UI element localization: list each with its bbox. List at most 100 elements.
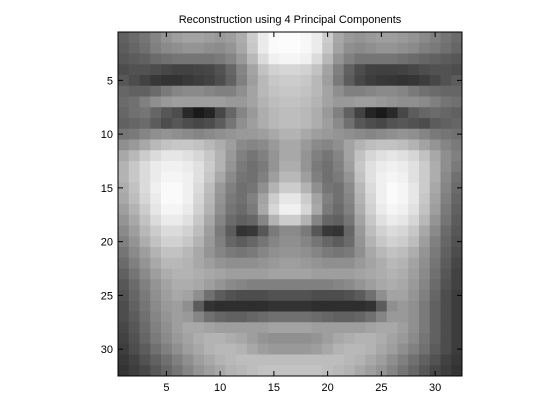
heatmap-cell xyxy=(225,64,237,76)
heatmap-cell xyxy=(236,333,248,345)
heatmap-cell xyxy=(268,236,280,248)
heatmap-cell xyxy=(311,42,323,54)
heatmap-cell xyxy=(290,300,302,312)
heatmap-cell xyxy=(150,300,162,312)
heatmap-cell xyxy=(225,32,237,44)
heatmap-cell xyxy=(376,150,388,162)
heatmap-cell xyxy=(236,64,248,76)
heatmap-cell xyxy=(257,75,269,87)
heatmap-cell xyxy=(139,343,151,355)
heatmap-cell xyxy=(257,85,269,97)
heatmap-cell xyxy=(128,225,140,237)
heatmap-cell xyxy=(236,107,248,119)
axes-frame xyxy=(117,31,463,377)
heatmap-image xyxy=(118,32,463,377)
heatmap-cell xyxy=(333,75,345,87)
heatmap-cell xyxy=(386,161,398,173)
heatmap-cell xyxy=(397,139,409,151)
heatmap-cell xyxy=(311,64,323,76)
heatmap-cell xyxy=(204,204,216,216)
heatmap-cell xyxy=(236,182,248,194)
heatmap-cell xyxy=(161,118,173,130)
heatmap-cell xyxy=(386,225,398,237)
heatmap-cell xyxy=(397,236,409,248)
heatmap-cell xyxy=(300,268,312,280)
heatmap-cell xyxy=(225,236,237,248)
heatmap-cell xyxy=(408,150,420,162)
heatmap-cell xyxy=(182,85,194,97)
heatmap-cell xyxy=(161,290,173,302)
heatmap-cell xyxy=(343,171,355,183)
heatmap-cell xyxy=(161,193,173,205)
heatmap-cell xyxy=(279,279,291,291)
heatmap-cell xyxy=(279,96,291,108)
heatmap-cell xyxy=(397,42,409,54)
heatmap-cell xyxy=(365,268,377,280)
heatmap-cell xyxy=(300,96,312,108)
heatmap-cell xyxy=(182,107,194,119)
heatmap-cell xyxy=(343,193,355,205)
heatmap-cell xyxy=(440,343,452,355)
heatmap-cell xyxy=(225,75,237,87)
heatmap-cell xyxy=(300,247,312,259)
heatmap-cell xyxy=(397,118,409,130)
heatmap-cell xyxy=(161,300,173,312)
heatmap-cell xyxy=(343,333,355,345)
heatmap-cell xyxy=(397,96,409,108)
heatmap-cell xyxy=(354,107,366,119)
heatmap-cell xyxy=(279,236,291,248)
heatmap-cell xyxy=(118,150,130,162)
heatmap-cell xyxy=(161,333,173,345)
heatmap-cell xyxy=(171,96,183,108)
heatmap-cell xyxy=(171,171,183,183)
heatmap-cell xyxy=(365,322,377,334)
heatmap-cell xyxy=(386,214,398,226)
heatmap-cell xyxy=(300,204,312,216)
heatmap-cell xyxy=(279,225,291,237)
heatmap-cell xyxy=(397,268,409,280)
heatmap-cell xyxy=(451,247,463,259)
heatmap-cell xyxy=(128,236,140,248)
heatmap-cell xyxy=(440,171,452,183)
heatmap-cell xyxy=(193,322,205,334)
heatmap-cell xyxy=(247,53,259,65)
heatmap-cell xyxy=(333,257,345,269)
heatmap-cell xyxy=(311,128,323,140)
heatmap-cell xyxy=(193,300,205,312)
heatmap-cell xyxy=(376,365,388,377)
heatmap-cell xyxy=(376,225,388,237)
heatmap-cell xyxy=(419,268,431,280)
heatmap-cell xyxy=(214,53,226,65)
heatmap-cell xyxy=(128,150,140,162)
heatmap-cell xyxy=(182,247,194,259)
heatmap-cell xyxy=(150,96,162,108)
heatmap-cell xyxy=(343,354,355,366)
heatmap-cell xyxy=(429,107,441,119)
heatmap-cell xyxy=(343,300,355,312)
heatmap-cell xyxy=(236,118,248,130)
heatmap-cell xyxy=(161,171,173,183)
heatmap-cell xyxy=(128,300,140,312)
heatmap-cell xyxy=(247,365,259,377)
heatmap-cell xyxy=(161,150,173,162)
heatmap-cell xyxy=(171,365,183,377)
heatmap-cell xyxy=(225,42,237,54)
heatmap-cell xyxy=(268,322,280,334)
heatmap-cell xyxy=(214,300,226,312)
heatmap-cell xyxy=(150,118,162,130)
heatmap-cell xyxy=(171,53,183,65)
heatmap-cell xyxy=(408,214,420,226)
heatmap-cell xyxy=(376,118,388,130)
heatmap-cell xyxy=(193,236,205,248)
heatmap-cell xyxy=(225,204,237,216)
heatmap-cell xyxy=(225,182,237,194)
heatmap-cell xyxy=(365,75,377,87)
heatmap-cell xyxy=(257,279,269,291)
heatmap-cell xyxy=(182,236,194,248)
heatmap-cell xyxy=(139,171,151,183)
heatmap-cell xyxy=(343,42,355,54)
heatmap-cell xyxy=(333,268,345,280)
heatmap-cell xyxy=(225,354,237,366)
heatmap-cell xyxy=(333,204,345,216)
heatmap-cell xyxy=(247,193,259,205)
